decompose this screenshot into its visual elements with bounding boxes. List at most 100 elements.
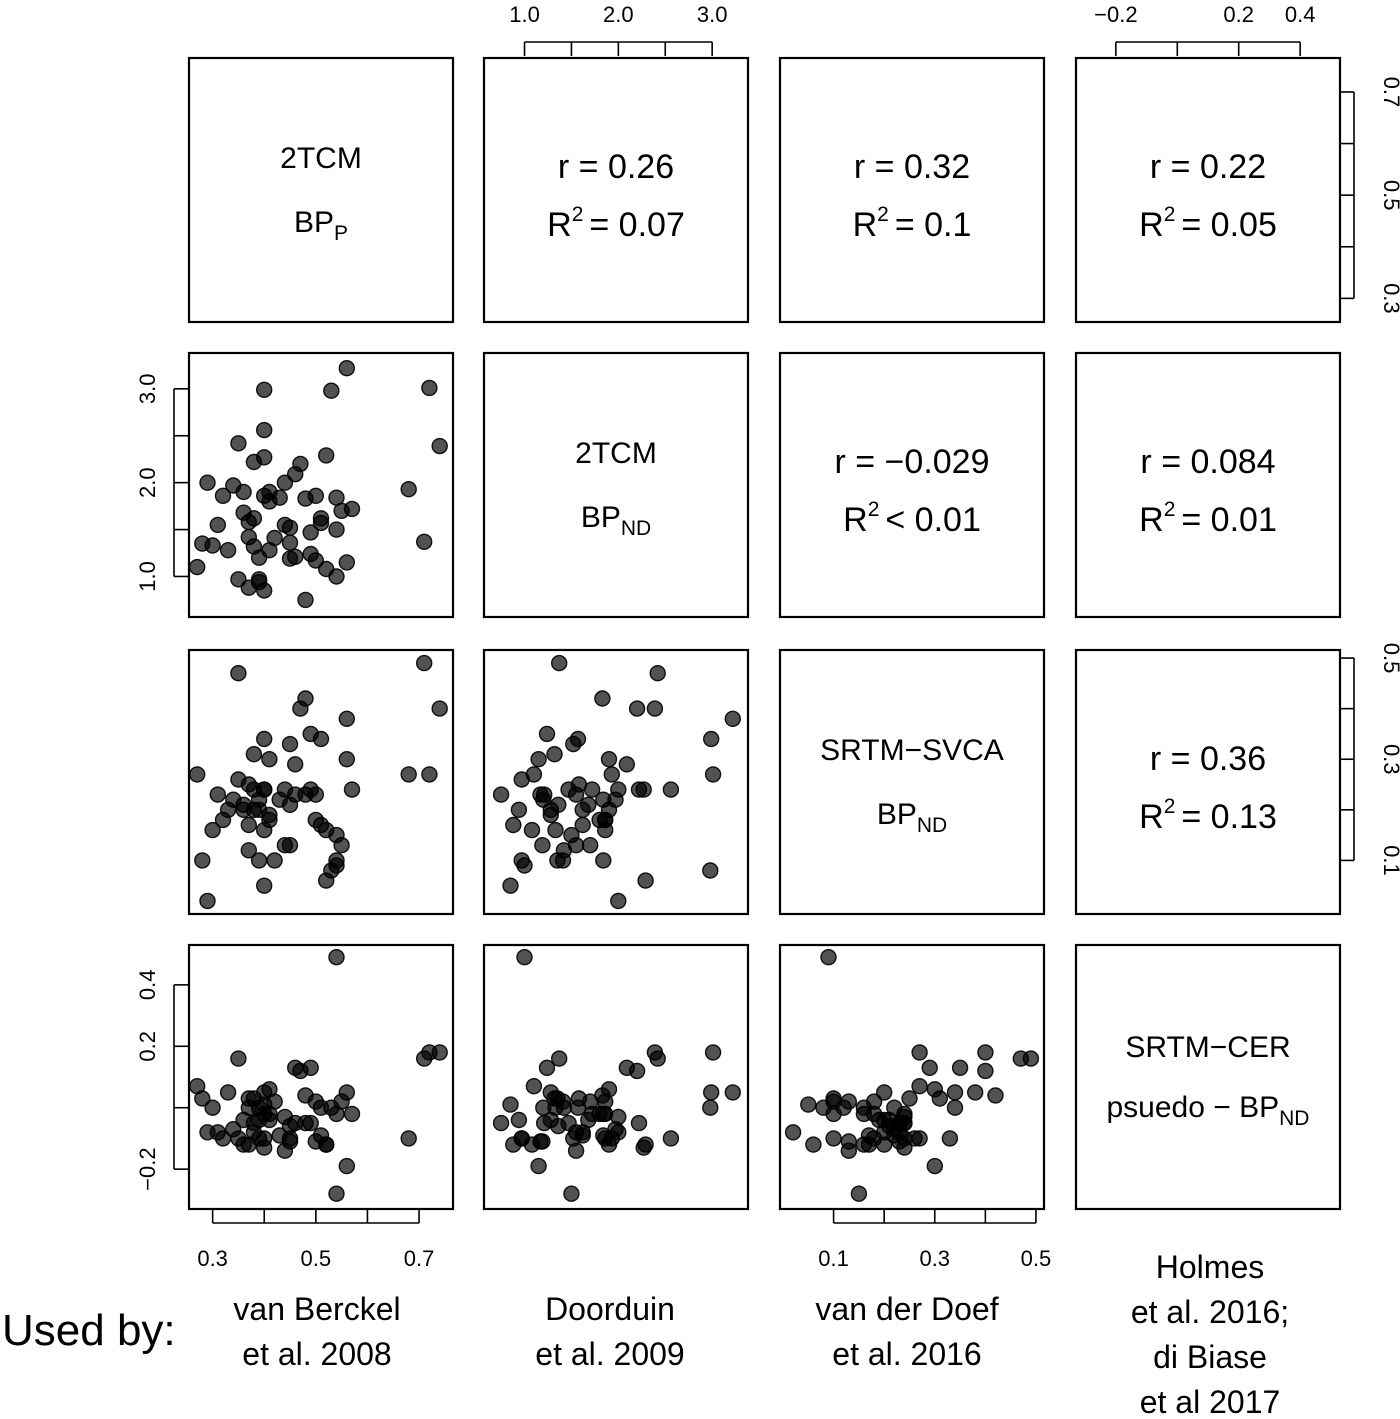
used-by-reference-line: et al. 2016 (832, 1336, 981, 1372)
r2-value: = 0.01 (1181, 501, 1276, 539)
data-point (312, 514, 330, 532)
tick-label: −0.2 (135, 1147, 160, 1190)
data-point (307, 786, 324, 803)
data-point (724, 1084, 741, 1101)
used-by-reference-line: di Biase (1153, 1339, 1267, 1375)
data-point (400, 766, 417, 783)
r2-exponent: 2 (1164, 498, 1176, 521)
r2-value: = 0.1 (895, 206, 972, 244)
data-point (574, 801, 591, 818)
data-point (530, 1157, 547, 1175)
data-point (560, 1114, 577, 1132)
data-point (505, 816, 522, 834)
data-point (876, 1084, 893, 1101)
data-point (297, 690, 314, 707)
panel-frame (778, 648, 1046, 916)
tick-label: 0.7 (1379, 77, 1400, 108)
data-point (492, 1114, 510, 1132)
panel-r2-c3: r = 0.36 R2 = 0.13 (1074, 648, 1342, 916)
data-point (1022, 1050, 1040, 1067)
tick-label: 0.7 (404, 1246, 435, 1271)
data-point (704, 766, 722, 783)
data-point (516, 949, 533, 966)
tick-label: 0.5 (1379, 180, 1400, 211)
data-point (703, 730, 720, 748)
data-point (338, 1157, 355, 1175)
correlation-r: r = 0.36 (1150, 740, 1266, 778)
data-point (240, 842, 258, 859)
data-point (628, 700, 646, 717)
variable-symbol-subscript: ND (621, 517, 651, 540)
data-point (724, 710, 741, 727)
data-point (199, 892, 216, 910)
variable-symbol-subscript: ND (917, 814, 947, 837)
data-point (618, 756, 635, 773)
data-point (550, 796, 567, 813)
panel-r0-c2: r = 0.32 R2 = 0.1 (778, 56, 1046, 324)
data-point (287, 548, 304, 565)
data-point (702, 1099, 719, 1116)
data-point (235, 483, 252, 501)
tick-label: 0.3 (1379, 744, 1400, 775)
used-by-reference-line: Holmes (1156, 1249, 1264, 1285)
data-point (328, 1185, 345, 1202)
data-point (256, 381, 273, 398)
data-point (784, 1124, 802, 1141)
data-point (534, 837, 551, 854)
panel-r0-c3: r = 0.22 R2 = 0.05 (1074, 56, 1342, 324)
data-point (328, 521, 345, 538)
r2-exponent: 2 (868, 498, 880, 521)
data-point (250, 852, 268, 869)
data-point (194, 1090, 211, 1107)
data-point (219, 542, 237, 559)
variable-symbol-subscript: P (334, 222, 348, 245)
panel-frame (187, 351, 455, 619)
data-point (646, 700, 664, 717)
data-point (523, 1136, 541, 1153)
data-point (662, 781, 680, 798)
panel-frame (482, 648, 750, 916)
correlation-r2: R2 = 0.1 (853, 203, 972, 244)
data-point (256, 421, 273, 439)
data-point (245, 510, 263, 527)
data-point (891, 1133, 908, 1150)
data-point (343, 1105, 361, 1123)
r2-symbol: R (1139, 798, 1164, 836)
tick-label: 2.0 (603, 2, 634, 27)
data-point (574, 816, 591, 834)
data-point (188, 558, 206, 576)
panel-r3-c3: SRTM−CER psuedo − BPND (1074, 943, 1342, 1211)
r2-symbol: R (853, 206, 878, 244)
data-point (240, 816, 258, 834)
tick-label: −0.2 (1094, 2, 1137, 27)
data-point (703, 1084, 720, 1101)
data-point (312, 730, 330, 748)
data-point (538, 1059, 556, 1077)
data-point (569, 730, 587, 748)
variable-title: SRTM−CER (1125, 1031, 1290, 1064)
variable-title: 2TCM (575, 437, 657, 470)
data-point (338, 710, 355, 727)
data-point (281, 837, 299, 854)
data-point (603, 1130, 620, 1147)
data-point (574, 1127, 591, 1144)
data-point (941, 1130, 959, 1147)
data-point (635, 781, 652, 798)
data-point (256, 730, 273, 748)
data-point (421, 766, 438, 783)
data-point (926, 1157, 943, 1175)
data-point (850, 1185, 868, 1202)
panel-r0-c0: 2TCM BPP (187, 56, 455, 324)
data-point (547, 821, 564, 839)
panel-r2-c2: SRTM−SVCA BPND (778, 648, 1046, 916)
data-point (951, 1059, 969, 1077)
tick-label: 0.4 (135, 970, 160, 1001)
data-point (583, 781, 601, 798)
correlation-r: r = 0.26 (558, 148, 674, 186)
data-point (302, 1114, 319, 1132)
correlation-r2: R2 = 0.07 (547, 203, 685, 244)
data-point (492, 786, 510, 803)
data-point (261, 811, 278, 829)
